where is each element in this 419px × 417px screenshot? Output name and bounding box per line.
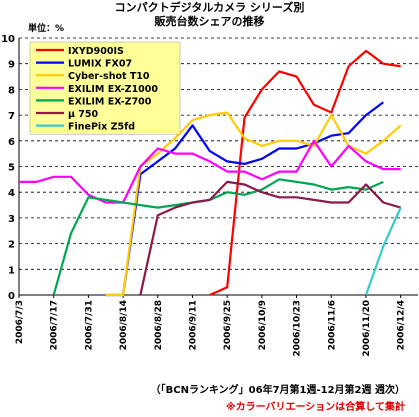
- unit-label: 単位：%: [28, 24, 65, 34]
- chart-title: コンパクトデジタルカメラ シリーズ別: [114, 1, 305, 14]
- x-tick-label: 2006/11/6: [327, 300, 337, 350]
- y-tick-label: 5: [8, 163, 15, 174]
- legend-label: μ 750: [68, 109, 99, 120]
- y-tick-label: 1: [8, 265, 15, 276]
- y-tick-label: 3: [8, 214, 15, 225]
- y-tick-label: 2: [8, 240, 15, 251]
- line-chart: 0 1 2 3 4 5 6 7 8 9 10 2006/7/3 2006/7/17 2006/7/31 20…: [1, 34, 418, 357]
- series-line: [105, 111, 402, 297]
- x-tick-label: 2006/7/3: [15, 300, 25, 344]
- x-tick-label: 2006/7/17: [50, 300, 60, 350]
- y-tick-label: 9: [8, 60, 15, 71]
- series-line: [52, 178, 384, 296]
- legend-label: EXILIM EX-Z700: [68, 96, 152, 107]
- x-tick-label: 2006/9/11: [188, 300, 198, 350]
- x-tick-label: 2006/8/14: [119, 300, 129, 350]
- x-tick-label: 2006/9/25: [223, 300, 233, 350]
- y-tick-label: 0: [8, 291, 15, 302]
- y-tick-label: 8: [8, 85, 15, 96]
- legend-label: LUMIX FX07: [68, 59, 132, 70]
- legend-label: EXILIM EX-Z1000: [68, 84, 158, 95]
- x-tick-label: 2006/10/23: [293, 300, 303, 357]
- series-line: [139, 180, 402, 296]
- series-line: [364, 207, 402, 296]
- series-line: [19, 139, 401, 204]
- x-tick-label: 2006/12/4: [397, 300, 407, 350]
- x-tick-label: 2006/11/20: [362, 300, 372, 357]
- x-tick-label: 2006/8/28: [154, 300, 164, 350]
- legend-label: IXYD900IS: [68, 46, 124, 57]
- y-tick-label: 7: [8, 111, 15, 122]
- aggregation-note: ※カラーバリエーションは合算して集計: [225, 402, 405, 413]
- chart-subtitle: 販売台数シェアの推移: [154, 15, 265, 28]
- y-tick-label: 4: [8, 188, 15, 199]
- series-line: [105, 101, 384, 297]
- y-tick-label: 10: [1, 34, 15, 45]
- x-tick-label: 2006/10/9: [258, 300, 268, 350]
- y-tick-label: 6: [8, 137, 15, 148]
- legend-label: FinePix Z5fd: [68, 122, 135, 133]
- x-tick-label: 2006/7/31: [84, 300, 94, 350]
- source-note: （「BCNランキング」06年7月第1週-12月第2週 週次）: [150, 385, 405, 396]
- legend-label: Cyber-shot T10: [68, 71, 150, 82]
- series-line: [209, 49, 401, 297]
